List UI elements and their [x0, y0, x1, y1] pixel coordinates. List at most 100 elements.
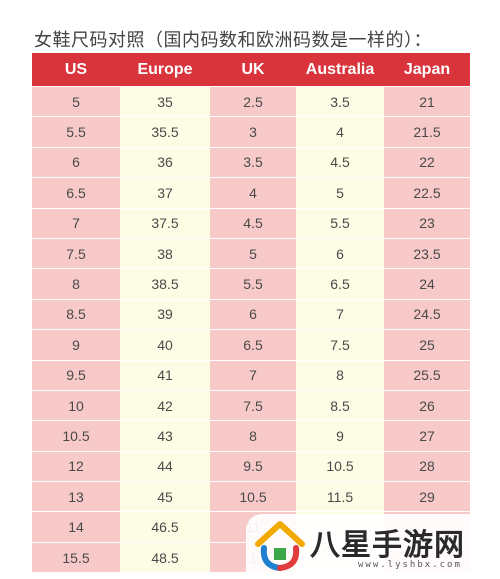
- cell-europe: 42: [120, 389, 210, 421]
- cell-us: 9: [32, 329, 120, 360]
- cell-us: 7: [32, 207, 120, 238]
- cell-uk: 2.5: [210, 86, 296, 117]
- table-row: 9.5 41 7 8 25.5: [32, 359, 470, 390]
- cell-japan: 21: [384, 86, 470, 117]
- cell-uk: 3: [210, 116, 296, 147]
- cell-us: 5: [32, 86, 120, 117]
- cell-us: 14: [32, 511, 120, 542]
- cell-us: 10: [32, 389, 120, 421]
- cell-uk: 9.5: [210, 450, 296, 482]
- cell-japan: 27: [384, 420, 470, 451]
- cell-japan: 22: [384, 146, 470, 178]
- cell-europe: 41: [120, 359, 210, 390]
- cell-uk: 5.5: [210, 268, 296, 299]
- cell-japan: 24.5: [384, 298, 470, 330]
- header-row: US Europe UK Australia Japan: [32, 53, 470, 86]
- cell-uk: 6: [210, 298, 296, 330]
- cell-europe: 35.5: [120, 116, 210, 147]
- cell-japan: 29: [384, 481, 470, 512]
- cell-europe: 43: [120, 420, 210, 451]
- cell-australia: 11.5: [296, 481, 384, 512]
- table-row: 12 44 9.5 10.5 28: [32, 450, 470, 482]
- table-row: 10.5 43 8 9 27: [32, 420, 470, 451]
- cell-australia: 9: [296, 420, 384, 451]
- cell-japan: 26: [384, 389, 470, 421]
- size-chart-table: US Europe UK Australia Japan 5 35 2.5 3.5 21…: [32, 53, 470, 573]
- cell-australia: 3.5: [296, 86, 384, 117]
- cell-australia: 8.5: [296, 389, 384, 421]
- cell-us: 5.5: [32, 116, 120, 147]
- cell-uk: 7: [210, 359, 296, 390]
- cell-europe: 38: [120, 237, 210, 269]
- cell-us: 10.5: [32, 420, 120, 451]
- size-chart-body: 5 35 2.5 3.5 21 5.5 35.5 3 4 21.5 6 36 3.5 4.5 22 6.5 37…: [32, 86, 470, 573]
- cell-japan: 23.5: [384, 237, 470, 269]
- cell-australia: 6: [296, 237, 384, 269]
- cell-europe: 37.5: [120, 207, 210, 238]
- cell-us: 6: [32, 146, 120, 178]
- cell-australia: 5: [296, 177, 384, 208]
- table-row: 8.5 39 6 7 24.5: [32, 298, 470, 330]
- cell-australia: 4: [296, 116, 384, 147]
- cell-uk: 4: [210, 177, 296, 208]
- cell-europe: 48.5: [120, 541, 210, 573]
- cell-us: 15.5: [32, 541, 120, 573]
- cell-australia: 7: [296, 298, 384, 330]
- cell-europe: 35: [120, 86, 210, 117]
- cell-japan: 25.5: [384, 359, 470, 390]
- table-row: 6.5 37 4 5 22.5: [32, 177, 470, 208]
- cell-europe: 40: [120, 329, 210, 360]
- cell-australia: 7.5: [296, 329, 384, 360]
- cell-europe: 38.5: [120, 268, 210, 299]
- table-row: 7 37.5 4.5 5.5 23: [32, 207, 470, 238]
- cell-japan: 23: [384, 207, 470, 238]
- table-row: 8 38.5 5.5 6.5 24: [32, 268, 470, 299]
- table-row: 9 40 6.5 7.5 25: [32, 329, 470, 360]
- cell-japan: 21.5: [384, 116, 470, 147]
- header-japan: Japan: [384, 53, 470, 86]
- table-row: 5.5 35.5 3 4 21.5: [32, 116, 470, 147]
- cell-europe: 44: [120, 450, 210, 482]
- cell-australia: 6.5: [296, 268, 384, 299]
- cell-us: 6.5: [32, 177, 120, 208]
- cell-uk: 4.5: [210, 207, 296, 238]
- header-europe: Europe: [120, 53, 210, 86]
- cell-japan: 25: [384, 329, 470, 360]
- cell-australia: 5.5: [296, 207, 384, 238]
- cell-us: 8: [32, 268, 120, 299]
- house-logo-icon: [255, 521, 305, 571]
- table-row: 6 36 3.5 4.5 22: [32, 146, 470, 178]
- page-title: 女鞋尺码对照（国内码数和欧洲码数是一样的）：: [34, 30, 432, 51]
- cell-europe: 36: [120, 146, 210, 178]
- cell-europe: 46.5: [120, 511, 210, 542]
- cell-uk: 3.5: [210, 146, 296, 178]
- cell-europe: 39: [120, 298, 210, 330]
- size-chart: US Europe UK Australia Japan 5 35 2.5 3.5 21…: [32, 53, 470, 573]
- watermark-url: www.lyshbx.com: [358, 560, 462, 570]
- cell-uk: 7.5: [210, 389, 296, 421]
- cell-us: 9.5: [32, 359, 120, 390]
- header-uk: UK: [210, 53, 296, 86]
- header-australia: Australia: [296, 53, 384, 86]
- cell-uk: 6.5: [210, 329, 296, 360]
- cell-europe: 37: [120, 177, 210, 208]
- cell-us: 8.5: [32, 298, 120, 330]
- cell-uk: 10.5: [210, 481, 296, 512]
- table-row: 5 35 2.5 3.5 21: [32, 86, 470, 117]
- cell-uk: 8: [210, 420, 296, 451]
- cell-australia: 8: [296, 359, 384, 390]
- cell-japan: 24: [384, 268, 470, 299]
- watermark: 八星手游网 www.lyshbx.com: [246, 514, 500, 579]
- cell-us: 13: [32, 481, 120, 512]
- watermark-brand: 八星手游网: [310, 528, 465, 563]
- cell-japan: 22.5: [384, 177, 470, 208]
- cell-japan: 28: [384, 450, 470, 482]
- table-row: 7.5 38 5 6 23.5: [32, 237, 470, 269]
- table-row: 10 42 7.5 8.5 26: [32, 389, 470, 421]
- table-row: 13 45 10.5 11.5 29: [32, 481, 470, 512]
- cell-australia: 4.5: [296, 146, 384, 178]
- cell-uk: 5: [210, 237, 296, 269]
- cell-us: 7.5: [32, 237, 120, 269]
- cell-us: 12: [32, 450, 120, 482]
- cell-europe: 45: [120, 481, 210, 512]
